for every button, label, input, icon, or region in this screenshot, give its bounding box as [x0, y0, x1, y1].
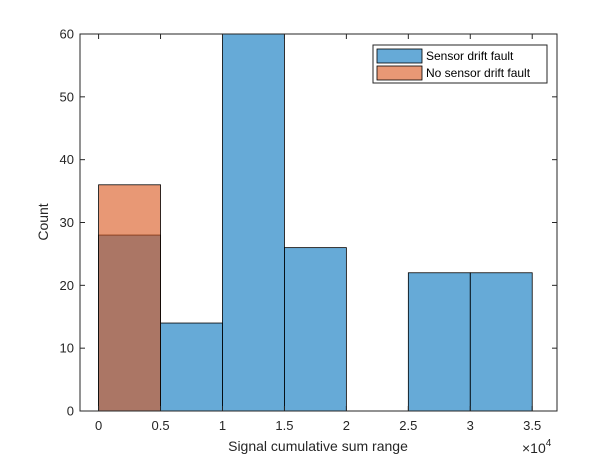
legend-swatch-no-sensor-drift-fault	[376, 65, 423, 81]
legend-label-no-sensor-drift-fault: No sensor drift fault	[426, 66, 531, 80]
y-tick-label-0: 0	[67, 404, 74, 419]
x-axis-label: Signal cumulative sum range	[228, 438, 408, 454]
multiplier-exponent: 4	[546, 438, 552, 449]
bar-series-0-bin-6	[469, 272, 533, 412]
bar-series-1-bin-0	[98, 184, 161, 412]
x-tick-label-0: 0	[95, 418, 102, 433]
multiplier-base: ×10	[522, 440, 546, 456]
x-tick-label-7: 3.5	[523, 418, 541, 433]
plot-frame	[79, 33, 558, 412]
x-tick-label-6: 3	[467, 418, 474, 433]
x-tick-label-4: 2	[343, 418, 350, 433]
ticks-layer: 0 0.5 1 1.5 2 2.5 3 3.5 0 10 20 30 40 50 60	[60, 27, 557, 433]
bar-series-0-bin-3	[284, 247, 347, 412]
y-axis-label: Count	[35, 203, 51, 240]
y-tick-label-6: 60	[60, 27, 74, 42]
bar-series-0-bin-5	[407, 272, 471, 412]
legend: Sensor drift fault No sensor drift fault	[372, 44, 548, 84]
y-tick-label-1: 10	[60, 341, 74, 356]
bar-series-0-bin-1	[160, 322, 223, 412]
y-tick-label-5: 50	[60, 89, 74, 104]
y-tick-label-2: 20	[60, 278, 74, 293]
y-tick-label-4: 40	[60, 152, 74, 167]
bars-layer	[98, 33, 533, 412]
legend-label-sensor-drift-fault: Sensor drift fault	[426, 49, 514, 63]
x-tick-label-5: 2.5	[399, 418, 417, 433]
x-tick-label-3: 1.5	[275, 418, 293, 433]
x-tick-label-2: 1	[219, 418, 226, 433]
legend-swatch-sensor-drift-fault	[376, 48, 423, 64]
bar-series-0-bin-2	[222, 33, 285, 412]
x-axis-multiplier: ×104	[522, 438, 552, 456]
x-tick-label-1: 0.5	[151, 418, 169, 433]
y-tick-label-3: 30	[60, 215, 74, 230]
